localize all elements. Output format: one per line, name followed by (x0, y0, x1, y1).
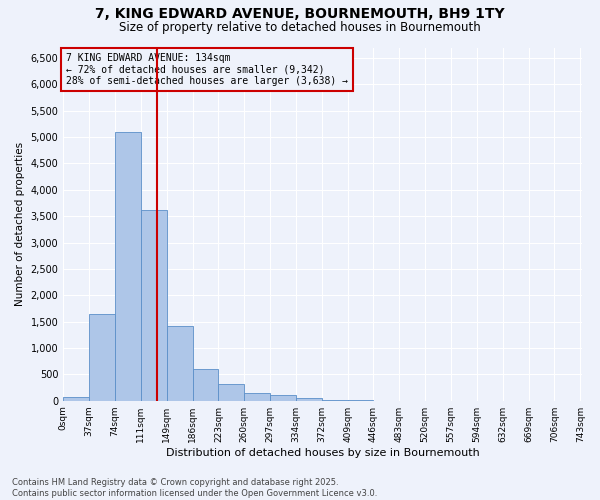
X-axis label: Distribution of detached houses by size in Bournemouth: Distribution of detached houses by size … (166, 448, 480, 458)
Text: 7 KING EDWARD AVENUE: 134sqm
← 72% of detached houses are smaller (9,342)
28% of: 7 KING EDWARD AVENUE: 134sqm ← 72% of de… (66, 53, 348, 86)
Bar (270, 394, 296, 400)
Bar (63, 397, 89, 400)
Bar (167, 326, 193, 400)
Text: 7, KING EDWARD AVENUE, BOURNEMOUTH, BH9 1TY: 7, KING EDWARD AVENUE, BOURNEMOUTH, BH9 … (95, 8, 505, 22)
Bar (141, 210, 167, 400)
Bar (244, 392, 270, 400)
Bar (89, 314, 115, 400)
Y-axis label: Number of detached properties: Number of detached properties (15, 142, 25, 306)
Text: Size of property relative to detached houses in Bournemouth: Size of property relative to detached ho… (119, 21, 481, 34)
Bar (296, 398, 322, 400)
Bar (115, 132, 141, 400)
Bar (193, 369, 218, 400)
Bar (218, 384, 244, 400)
Text: Contains HM Land Registry data © Crown copyright and database right 2025.
Contai: Contains HM Land Registry data © Crown c… (12, 478, 377, 498)
